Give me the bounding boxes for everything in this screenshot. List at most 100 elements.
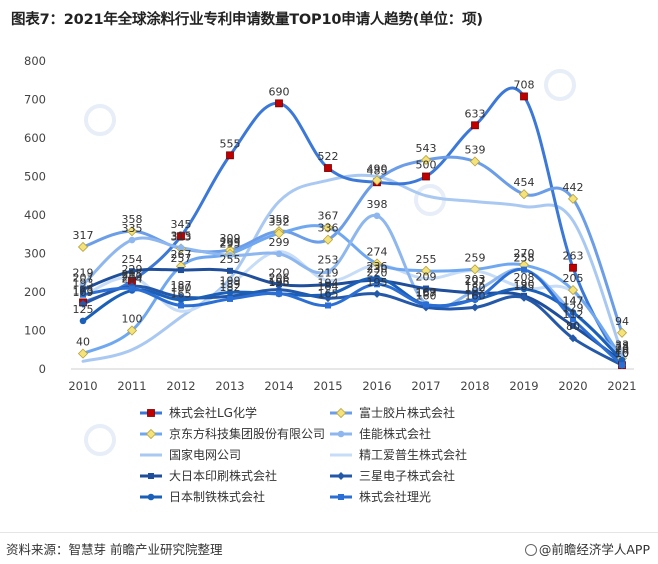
data-label: 205	[563, 272, 584, 285]
data-label: 10	[615, 347, 629, 360]
x-tick-label: 2017	[411, 379, 440, 393]
data-label: 193	[73, 277, 94, 290]
data-label: 367	[318, 210, 339, 223]
x-tick-label: 2020	[558, 379, 587, 393]
data-label: 182	[465, 281, 486, 294]
data-label: 219	[318, 267, 339, 280]
data-label: 309	[220, 232, 241, 245]
data-label: 220	[367, 266, 388, 279]
data-label: 209	[122, 271, 143, 284]
data-point	[129, 285, 135, 292]
data-point	[471, 121, 479, 130]
data-label: 313	[171, 230, 192, 243]
footer: 资料来源：智慧芽 前瞻产业研究院整理 @前瞻经济学人APP	[0, 532, 658, 564]
data-point	[618, 356, 626, 364]
data-point	[177, 244, 185, 252]
data-label: 263	[563, 250, 584, 263]
data-point	[518, 189, 530, 200]
data-point	[126, 226, 138, 237]
data-label: 485	[367, 164, 388, 177]
data-point	[569, 309, 577, 316]
legend-item: 株式会社理光	[330, 489, 431, 504]
data-label: 195	[269, 276, 290, 289]
x-tick-label: 2011	[117, 379, 146, 393]
data-labels: 173 229 345 555 690 522 485 500 633 708 263 10 317 35…	[73, 78, 630, 360]
data-point	[226, 151, 234, 160]
data-label: 317	[73, 229, 94, 242]
x-tick-label: 2015	[313, 379, 342, 393]
data-label: 230	[367, 262, 388, 275]
data-label: 129	[563, 301, 584, 314]
data-label: 299	[269, 236, 290, 249]
data-point	[275, 99, 283, 108]
data-point	[371, 258, 383, 269]
data-point	[469, 156, 481, 167]
legend-item: 日本制铁株式会社	[140, 489, 265, 504]
legend-label: 国家电网公司	[169, 447, 241, 462]
data-label: 203	[465, 273, 486, 286]
legend-swatch-marker	[337, 472, 345, 480]
data-point	[374, 281, 380, 288]
data-label: 209	[416, 271, 437, 284]
data-point	[569, 334, 577, 343]
y-tick-label: 400	[24, 208, 46, 222]
x-tick-label: 2010	[68, 379, 97, 393]
data-point	[80, 291, 86, 298]
data-label: 187	[171, 279, 192, 292]
data-point	[128, 236, 136, 244]
data-label: 10	[615, 347, 629, 360]
legend-swatch-marker	[338, 494, 344, 500]
y-tick-label: 300	[24, 247, 46, 261]
series-line	[81, 250, 624, 361]
data-label: 490	[367, 162, 388, 175]
data-point	[616, 327, 628, 338]
data-label: 160	[416, 289, 437, 302]
y-tick-label: 600	[24, 131, 46, 145]
series-line	[81, 267, 624, 363]
data-label: 255	[220, 253, 241, 266]
legend-label: 株式会社LG化学	[169, 405, 257, 420]
watermark-logo-icon	[414, 184, 446, 216]
legend-item: 富士胶片株式会社	[330, 405, 455, 420]
x-tick-label: 2013	[215, 379, 244, 393]
data-label: 442	[563, 181, 584, 194]
data-label: 539	[465, 143, 486, 156]
data-label: 80	[566, 320, 580, 333]
data-label: 215	[122, 268, 143, 281]
data-label: 633	[465, 107, 486, 120]
data-label: 23	[615, 342, 629, 355]
data-label: 219	[73, 267, 94, 280]
data-label: 147	[563, 294, 584, 307]
legend-label: 富士胶片株式会社	[359, 405, 455, 420]
data-point	[569, 263, 577, 272]
legend-label: 株式会社理光	[359, 489, 431, 504]
data-point	[322, 234, 334, 245]
legend-label: 京东方科技集团股份有限公司	[169, 426, 325, 441]
data-label: 258	[514, 252, 535, 265]
data-label: 165	[318, 287, 339, 300]
data-label: 236	[367, 260, 388, 273]
data-label: 708	[514, 78, 535, 91]
data-point	[472, 290, 478, 297]
data-label: 167	[416, 287, 437, 300]
data-label: 160	[465, 289, 486, 302]
data-label: 28	[615, 340, 629, 353]
watermarks	[84, 69, 576, 456]
x-tick-label: 2012	[166, 379, 195, 393]
data-label: 315	[171, 230, 192, 243]
data-point	[276, 281, 282, 288]
x-tick-label: 2018	[460, 379, 489, 393]
data-point	[227, 295, 233, 302]
data-label: 173	[73, 284, 94, 297]
legend-swatch-marker	[147, 409, 155, 417]
data-point	[567, 285, 579, 296]
data-point	[126, 325, 138, 336]
data-point	[227, 267, 233, 274]
data-point	[420, 154, 432, 166]
data-label: 184	[318, 280, 339, 293]
data-label: 259	[465, 251, 486, 264]
legend-label: 大日本印刷株式会社	[169, 468, 277, 483]
legend-swatch-marker	[337, 430, 345, 438]
